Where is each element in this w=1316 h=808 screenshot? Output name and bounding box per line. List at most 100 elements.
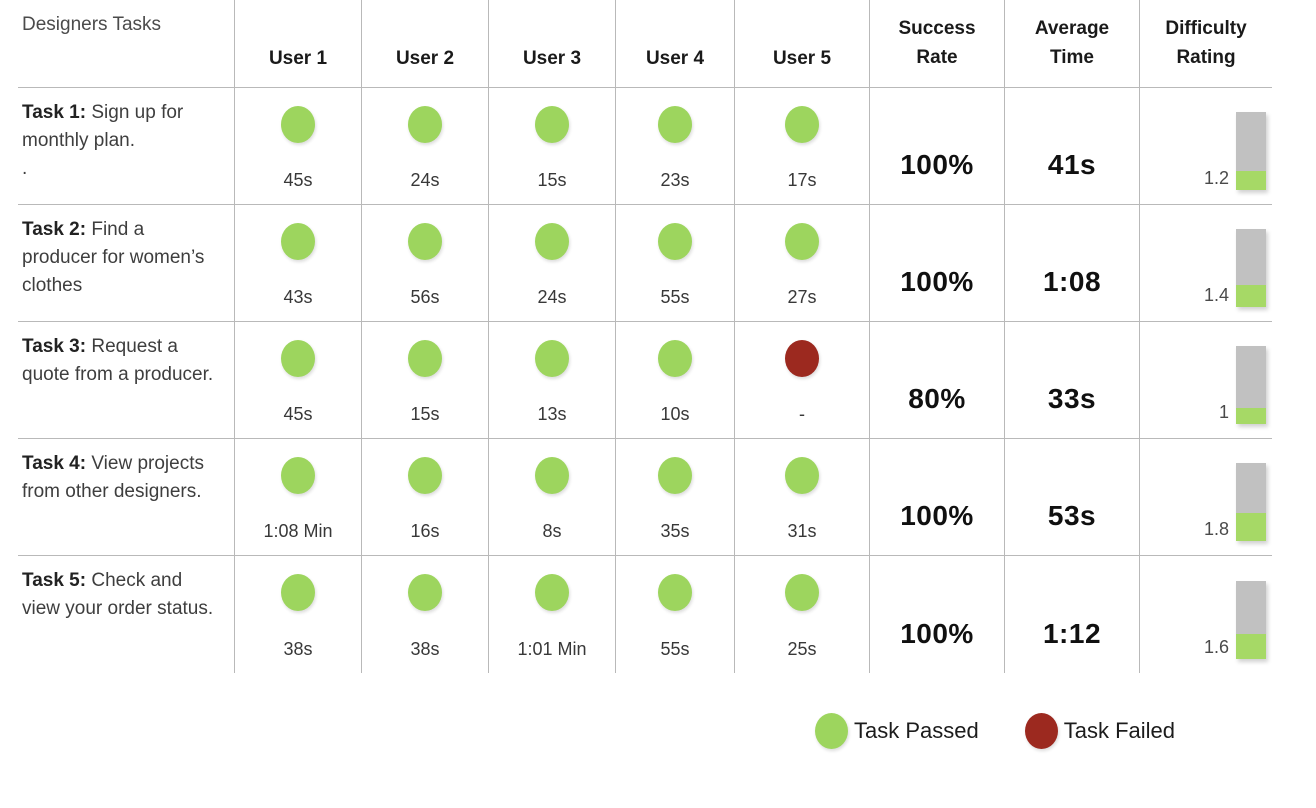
task-passed-icon	[785, 223, 819, 260]
success-rate-value: 100%	[870, 439, 1005, 556]
task-cell: Task 2: Find a producer for women’s clot…	[18, 205, 235, 322]
header-line: Difficulty	[1165, 18, 1247, 39]
completion-time: 55s	[660, 639, 690, 659]
difficulty-bar-fill	[1236, 408, 1266, 424]
user-result-cell: 24s	[489, 205, 616, 322]
average-time-value: 33s	[1005, 322, 1140, 439]
legend-task-passed-icon	[815, 713, 848, 749]
task-description-extra: .	[22, 158, 28, 179]
task-description: Check and view your order status.	[22, 570, 214, 619]
completion-time: 31s	[787, 521, 817, 541]
task-passed-icon	[535, 457, 569, 494]
average-time-value: 53s	[1005, 439, 1140, 556]
column-header-user-3: User 3	[489, 0, 616, 88]
success-rate-value: 100%	[870, 205, 1005, 322]
user-result-cell: 45s	[235, 322, 362, 439]
task-number-label: Task 1:	[22, 102, 87, 123]
task-passed-icon	[658, 574, 692, 611]
task-passed-icon	[535, 106, 569, 143]
completion-time: 35s	[660, 521, 690, 541]
task-passed-icon	[535, 223, 569, 260]
completion-time: 24s	[410, 170, 440, 190]
difficulty-rating-bar	[1236, 581, 1266, 659]
task-cell: Task 3: Request a quote from a producer.	[18, 322, 235, 439]
difficulty-cell: 1	[1140, 322, 1272, 439]
task-number-label: Task 5:	[22, 570, 87, 591]
user-result-cell: 27s	[735, 205, 870, 322]
average-time-value: 1:12	[1005, 556, 1140, 673]
task-passed-icon	[281, 223, 315, 260]
user-result-cell: 25s	[735, 556, 870, 673]
task-passed-icon	[281, 340, 315, 377]
difficulty-cell: 1.2	[1140, 88, 1272, 205]
task-failed-icon	[785, 340, 819, 377]
difficulty-bar-fill	[1236, 285, 1266, 307]
task-passed-icon	[658, 340, 692, 377]
completion-time: 10s	[660, 404, 690, 424]
success-rate-value: 100%	[870, 88, 1005, 205]
task-passed-icon	[785, 106, 819, 143]
task-passed-icon	[658, 106, 692, 143]
user-result-cell: -	[735, 322, 870, 439]
column-header-user-5: User 5	[735, 0, 870, 88]
user-result-cell: 43s	[235, 205, 362, 322]
user-result-cell: 38s	[235, 556, 362, 673]
difficulty-rating-value: 1	[1218, 402, 1229, 422]
difficulty-rating-value: 1.8	[1203, 519, 1229, 539]
task-passed-icon	[408, 574, 442, 611]
column-header-user-2: User 2	[362, 0, 489, 88]
header-line: Rate	[916, 47, 958, 68]
user-result-cell: 38s	[362, 556, 489, 673]
task-number-label: Task 2:	[22, 219, 87, 240]
difficulty-rating-bar	[1236, 463, 1266, 541]
difficulty-bar-fill	[1236, 512, 1266, 541]
difficulty-cell: 1.8	[1140, 439, 1272, 556]
completion-time: 27s	[787, 287, 817, 307]
success-rate-value: 80%	[870, 322, 1005, 439]
completion-time: 15s	[410, 404, 440, 424]
difficulty-bar-fill	[1236, 634, 1266, 659]
completion-time: 38s	[410, 639, 440, 659]
completion-time: 24s	[537, 287, 567, 307]
task-number-label: Task 4:	[22, 453, 87, 474]
completion-time: 55s	[660, 287, 690, 307]
user-result-cell: 17s	[735, 88, 870, 205]
difficulty-rating-bar	[1236, 112, 1266, 190]
completion-time: 13s	[537, 404, 567, 424]
task-number-label: Task 3:	[22, 336, 87, 357]
difficulty-rating-value: 1.2	[1203, 168, 1229, 188]
legend: Task Passed Task Failed	[815, 713, 1175, 749]
task-passed-icon	[535, 574, 569, 611]
task-passed-icon	[408, 340, 442, 377]
average-time-value: 41s	[1005, 88, 1140, 205]
completion-time: 38s	[283, 639, 313, 659]
user-result-cell: 8s	[489, 439, 616, 556]
completion-time: 8s	[542, 521, 562, 541]
completion-time: 16s	[410, 521, 440, 541]
user-result-cell: 1:01 Min	[489, 556, 616, 673]
user-result-cell: 56s	[362, 205, 489, 322]
completion-time: 25s	[787, 639, 817, 659]
column-header-designers-tasks: Designers Tasks	[18, 0, 235, 88]
task-passed-icon	[535, 340, 569, 377]
completion-time: 56s	[410, 287, 440, 307]
task-passed-icon	[658, 223, 692, 260]
task-cell: Task 1: Sign up for monthly plan..	[18, 88, 235, 205]
completion-time: 45s	[283, 170, 313, 190]
user-result-cell: 15s	[362, 322, 489, 439]
legend-task-failed-icon	[1024, 713, 1058, 749]
user-result-cell: 24s	[362, 88, 489, 205]
task-passed-icon	[785, 457, 819, 494]
difficulty-rating-value: 1.6	[1203, 637, 1229, 657]
header-line: Rating	[1176, 47, 1236, 68]
column-header-average-time: Average Time	[1005, 0, 1140, 88]
user-result-cell: 35s	[616, 439, 735, 556]
user-result-cell: 15s	[489, 88, 616, 205]
task-description: Request a quote from a producer.	[22, 336, 214, 385]
header-line: Time	[1049, 47, 1094, 68]
user-result-cell: 45s	[235, 88, 362, 205]
completion-time: 17s	[787, 170, 817, 190]
completion-time: 43s	[283, 287, 313, 307]
task-passed-icon	[408, 223, 442, 260]
difficulty-bar-fill	[1236, 171, 1266, 190]
